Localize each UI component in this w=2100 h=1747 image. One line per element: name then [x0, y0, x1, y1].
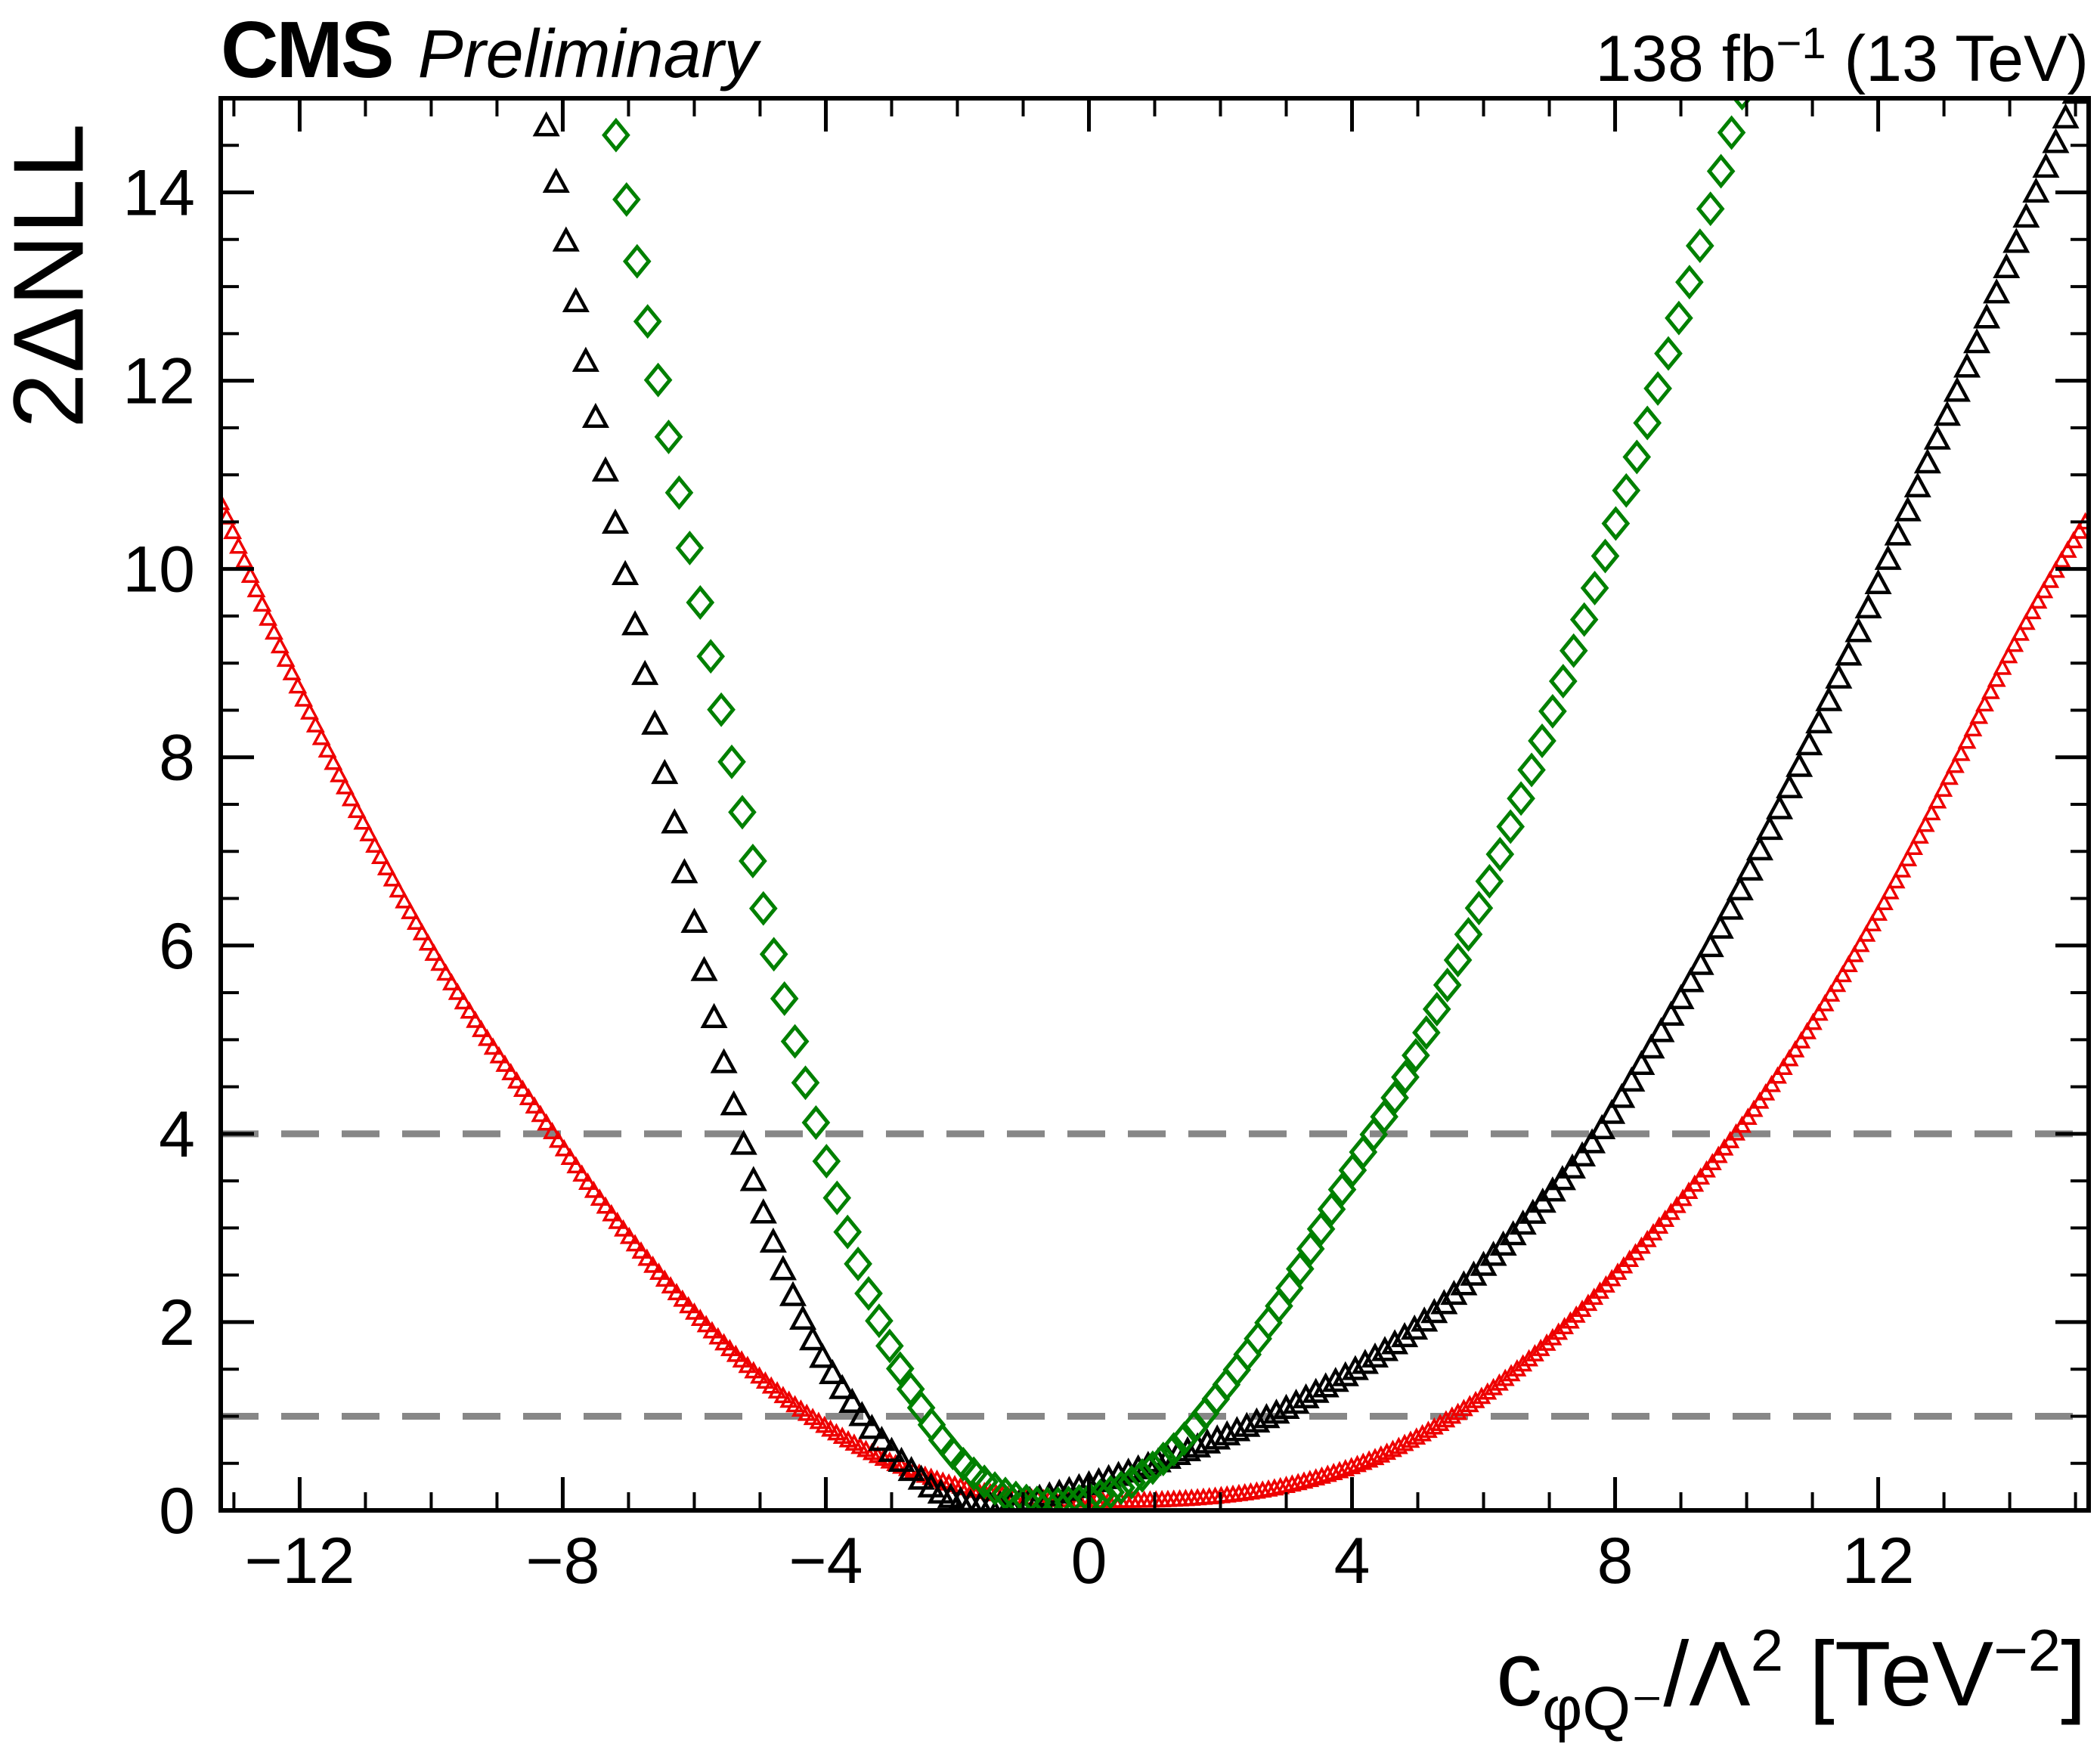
x-title-unit-exponent: −2	[1993, 1617, 2061, 1684]
y-tick-label: 2	[159, 1287, 195, 1359]
y-tick-label: 14	[122, 157, 195, 230]
x-title-subscript: φQ⁻	[1542, 1674, 1664, 1743]
threshold-lines	[221, 1130, 2089, 1420]
lumi-exponent: −1	[1776, 19, 1826, 68]
y-tick-label: 12	[122, 345, 195, 418]
cms-logo-text: CMS	[221, 5, 395, 94]
x-tick-label: 0	[1071, 1525, 1107, 1597]
x-tick-label: 12	[1842, 1525, 1915, 1597]
y-tick-label: 4	[159, 1098, 195, 1171]
y-tick-label: 6	[159, 910, 195, 983]
x-title-unit: [TeV	[1783, 1622, 1994, 1725]
x-tick-label: −4	[788, 1525, 863, 1597]
series-red-triangles	[221, 492, 2089, 1508]
y-axis-title: 2ΔNLL	[0, 123, 104, 429]
x-title-lambda: /Λ	[1663, 1622, 1751, 1725]
x-tick-label: −12	[244, 1525, 355, 1597]
minor-ticks	[221, 98, 2089, 1510]
x-axis-title: cφQ⁻/Λ2 [TeV−2]	[1496, 1616, 2086, 1745]
major-ticks	[221, 98, 2089, 1513]
x-tick-label: 8	[1597, 1525, 1634, 1597]
series-black-triangles	[532, 98, 2089, 1510]
plot-frame	[218, 96, 2091, 1513]
preliminary-label: Preliminary	[417, 17, 758, 92]
luminosity-label: 138 fb−1 (13 TeV)	[1595, 18, 2089, 97]
y-tick-label: 10	[122, 534, 195, 606]
x-title-exponent: 2	[1750, 1617, 1784, 1684]
y-tick-label: 8	[159, 722, 195, 795]
x-title-coeff: c	[1496, 1622, 1543, 1725]
lumi-energy: (13 TeV)	[1826, 23, 2089, 95]
x-title-unit-close: ]	[2061, 1622, 2086, 1725]
x-tick-label: 4	[1334, 1525, 1371, 1597]
axis-tick-labels: −12 −8 −4 0 4 8 12 0 2 4 6 8 10 12 14	[122, 157, 1914, 1597]
experiment-header: CMS Preliminary	[221, 5, 758, 96]
y-tick-label: 0	[159, 1475, 195, 1547]
lumi-value: 138 fb	[1595, 23, 1776, 95]
x-tick-label: −8	[525, 1525, 599, 1597]
